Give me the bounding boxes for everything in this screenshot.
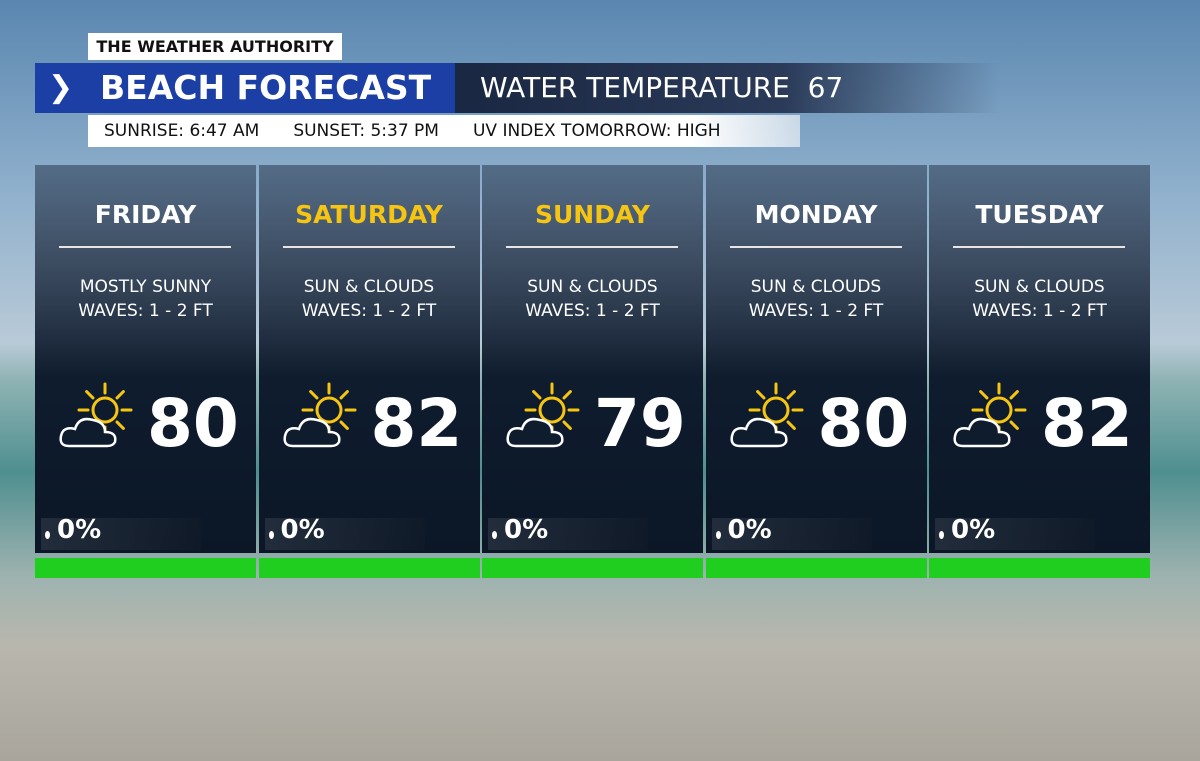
water-temperature: WATER TEMPERATURE 67 [480, 63, 843, 113]
precip-bar [935, 518, 1095, 550]
temperature: 80 [817, 385, 910, 462]
status-bar [705, 558, 927, 578]
status-bar [929, 558, 1150, 578]
weather-icon [729, 382, 803, 448]
precip-bar [41, 518, 201, 550]
water-label: WATER TEMPERATURE [480, 71, 790, 104]
temperature: 79 [594, 385, 686, 462]
condition: SUN & CLOUDS [750, 277, 882, 297]
day-name: FRIDAY [94, 200, 197, 229]
precip-bar [264, 518, 425, 550]
title: BEACH FORECAST [100, 68, 432, 107]
rain-drop [45, 531, 50, 539]
weather-icon [953, 382, 1027, 448]
day-panel [705, 165, 927, 553]
info-strip: SUNRISE: 6:47 AM SUNSET: 5:37 PM UV INDEX … [88, 115, 800, 147]
condition: SUN & CLOUDS [974, 277, 1105, 297]
waves: WAVES: 1 - 2 FT [972, 301, 1107, 321]
waves: WAVES: 1 - 2 FT [78, 301, 213, 321]
precipitation: 0% [57, 515, 102, 545]
uv-index: UV INDEX TOMORROW: HIGH [472, 121, 721, 141]
brand: THE WEATHER AUTHORITY [88, 33, 342, 60]
day-panel [258, 165, 480, 553]
rain-drop [939, 531, 944, 539]
waves: WAVES: 1 - 2 FT [748, 301, 884, 321]
precipitation: 0% [951, 515, 996, 545]
weather-icon [506, 382, 580, 448]
weather-icon [282, 382, 356, 448]
day-name: SUNDAY [534, 200, 651, 229]
divider [729, 246, 902, 248]
conditions: SUN & CLOUDS WAVES: 1 - 2 FT [259, 275, 480, 323]
water-bar [455, 63, 1000, 113]
day-panel [929, 165, 1150, 553]
status-bar [482, 558, 703, 578]
divider [953, 246, 1125, 248]
precip-bar [488, 518, 648, 550]
water-value: 67 [807, 71, 844, 104]
day-panel [482, 165, 703, 553]
rain-drop [268, 531, 274, 539]
divider [506, 246, 678, 248]
day-name: MONDAY [754, 200, 878, 229]
precipitation: 0% [727, 515, 772, 545]
waves: WAVES: 1 - 2 FT [301, 301, 437, 321]
divider [282, 246, 455, 248]
weather-icon [59, 382, 133, 448]
condition: SUN & CLOUDS [527, 277, 658, 297]
conditions: SUN & CLOUDS WAVES: 1 - 2 FT [929, 275, 1150, 323]
day-name: SATURDAY [295, 200, 443, 229]
rain-drop [492, 531, 497, 539]
conditions: SUN & CLOUDS WAVES: 1 - 2 FT [706, 275, 927, 323]
condition: MOSTLY SUNNY [79, 277, 212, 297]
day-panel [35, 165, 256, 553]
status-bar [35, 558, 256, 578]
status-bar [258, 558, 480, 578]
title-bar [35, 63, 455, 113]
sunset: SUNSET: 5:37 PM [293, 121, 439, 141]
day-name: TUESDAY [975, 200, 1104, 229]
condition: SUN & CLOUDS [303, 277, 435, 297]
chevron: ❯ [48, 70, 74, 105]
conditions: SUN & CLOUDS WAVES: 1 - 2 FT [482, 275, 703, 323]
temperature: 82 [370, 385, 463, 462]
waves: WAVES: 1 - 2 FT [525, 301, 660, 321]
precipitation: 0% [280, 515, 325, 545]
precipitation: 0% [504, 515, 549, 545]
sunrise: SUNRISE: 6:47 AM [104, 121, 260, 141]
temperature: 82 [1041, 385, 1133, 462]
temperature: 80 [147, 385, 239, 462]
precip-bar [711, 518, 872, 550]
conditions: MOSTLY SUNNY WAVES: 1 - 2 FT [35, 275, 256, 323]
rain-drop [715, 531, 721, 539]
divider [59, 246, 231, 248]
